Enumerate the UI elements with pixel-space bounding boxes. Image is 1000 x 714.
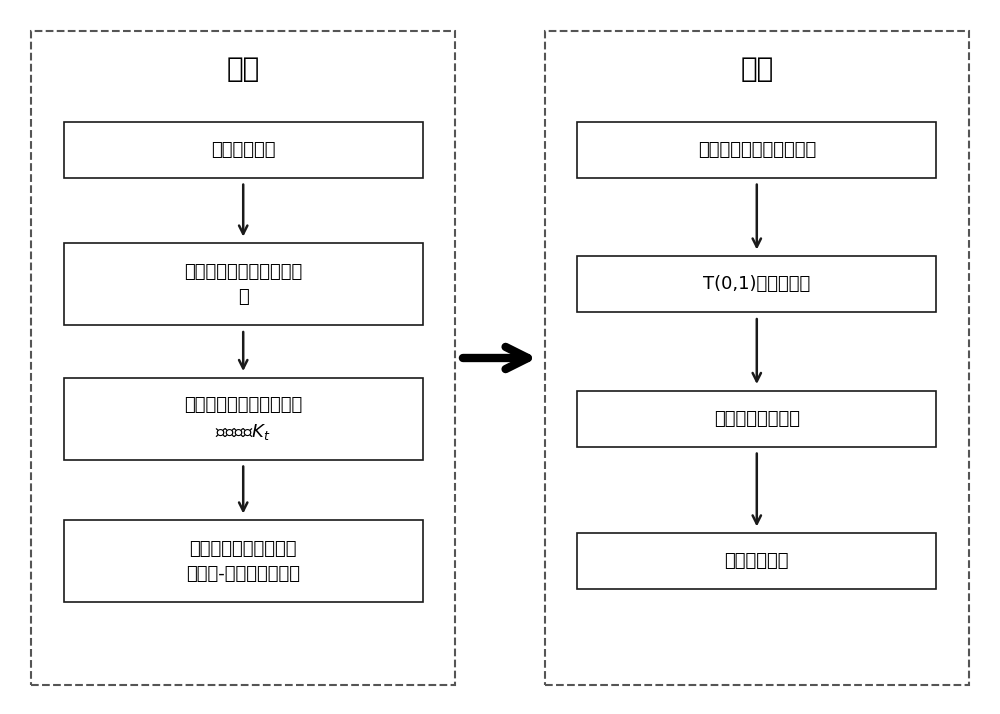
Text: 获得不同温度下的导波
群速度-轴向应力关系式: 获得不同温度下的导波 群速度-轴向应力关系式 [186,540,300,583]
Text: T(0,1)模式波测试: T(0,1)模式波测试 [703,276,810,293]
Text: 标定不同温度下的材料声
弹性系数$K_t$: 标定不同温度下的材料声 弹性系数$K_t$ [184,396,302,441]
Bar [64,243,423,325]
Bar [545,31,969,685]
Text: 测试结果温度修正: 测试结果温度修正 [714,410,800,428]
Bar [64,378,423,460]
Bar [31,31,455,685]
Bar [577,256,936,312]
Text: 打印测试报告: 打印测试报告 [725,552,789,570]
Bar [64,521,423,602]
Text: 被测材料取材: 被测材料取材 [211,141,275,159]
Bar [577,122,936,178]
Bar [577,391,936,447]
Bar [64,122,423,178]
Bar [577,533,936,589]
Text: 标定: 标定 [227,55,260,83]
Text: 对标定测圆管表面进行处
理: 对标定测圆管表面进行处 理 [184,263,302,306]
Text: 对待测圆管表面进行处理: 对待测圆管表面进行处理 [698,141,816,159]
Text: 测量: 测量 [740,55,773,83]
